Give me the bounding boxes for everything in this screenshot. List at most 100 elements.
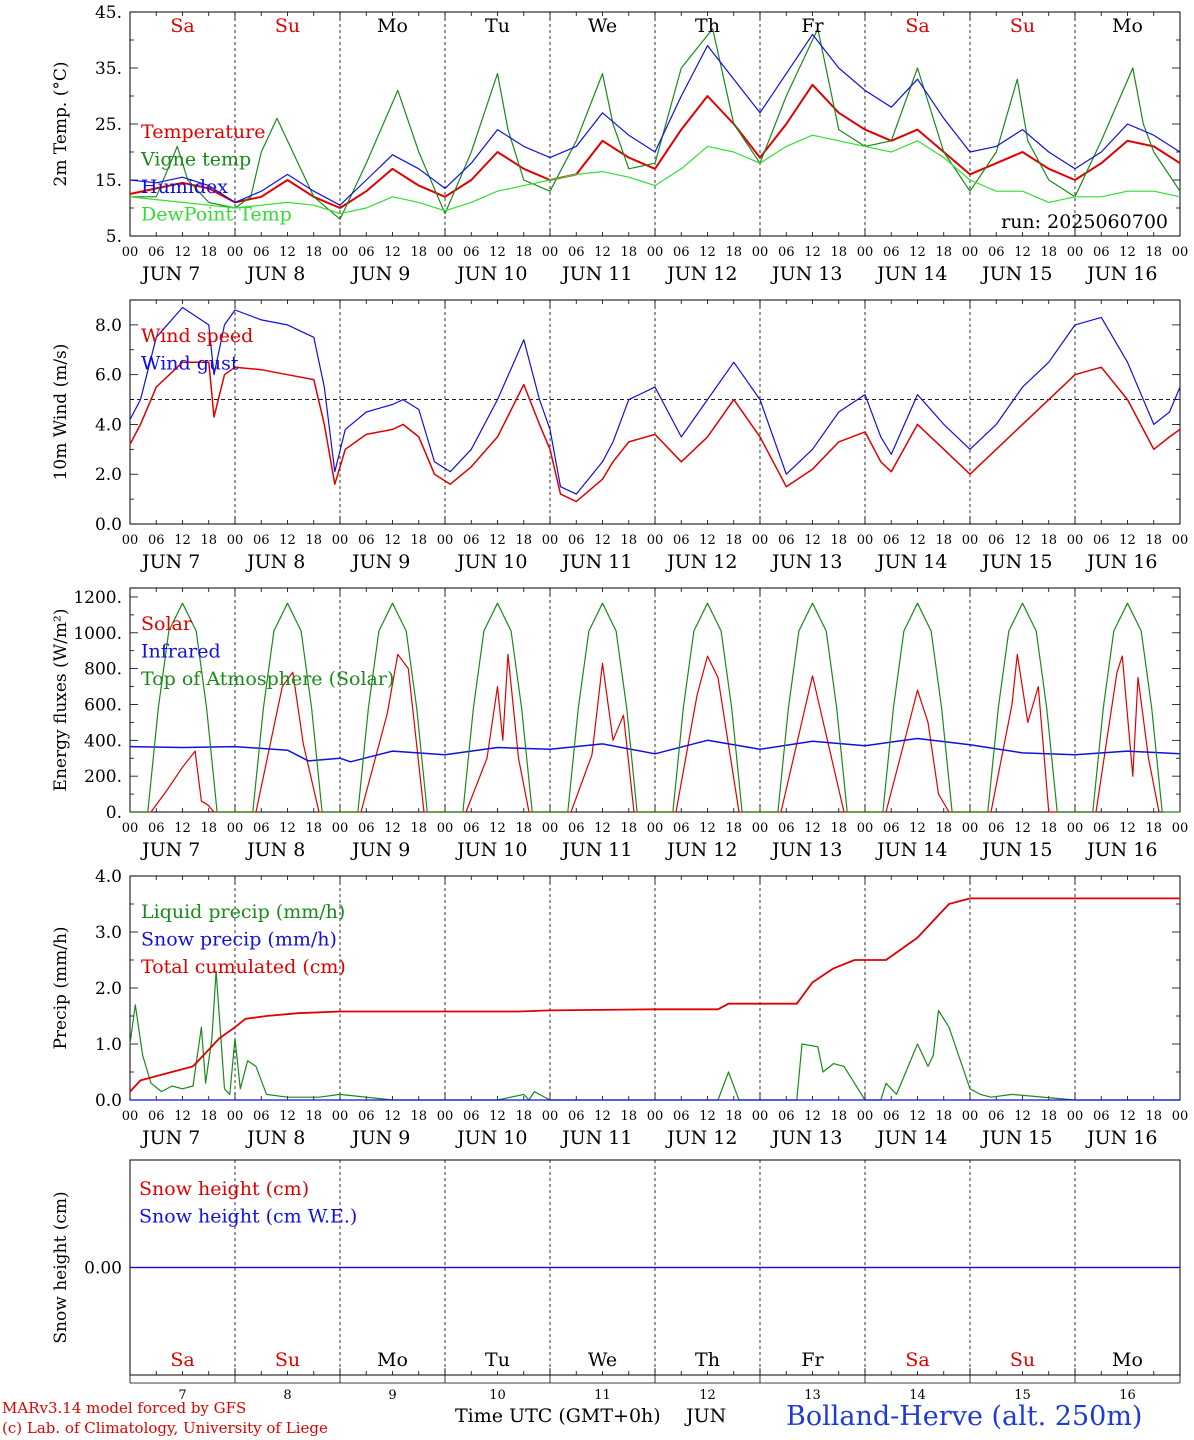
panel-1-hour-tick-label: 18 [725, 245, 742, 260]
panel-4-hour-tick-label: 00 [542, 1109, 559, 1124]
panel-4-hour-tick-label: 00 [332, 1109, 349, 1124]
day-name-bottom: Fr [801, 1349, 824, 1371]
panel-2-y-tick-label: 6.0 [95, 366, 122, 386]
panel-3-hour-tick-label: 06 [568, 821, 585, 836]
panel-3-y-tick-label: 200. [84, 767, 122, 787]
day-name-bottom: Mo [377, 1349, 408, 1371]
panel-3-date-label: JUN 13 [770, 839, 842, 861]
panel-3-hour-tick-label: 12 [909, 821, 926, 836]
panel-2-hour-tick-label: 12 [1119, 533, 1136, 548]
panel-4-hour-tick-label: 06 [778, 1109, 795, 1124]
bottom-day-number: 9 [388, 1388, 396, 1403]
panel-4-hour-tick-label: 18 [1145, 1109, 1162, 1124]
panel-4-hour-tick-label: 06 [883, 1109, 900, 1124]
panel-2-hour-tick-label: 00 [962, 533, 979, 548]
panel-1-hour-tick-label: 18 [305, 245, 322, 260]
panel-1-hour-tick-label: 12 [909, 245, 926, 260]
panel-1-hour-tick-label: 18 [1040, 245, 1057, 260]
panel-4-legend-entry: Total cumulated (cm) [141, 956, 346, 978]
panel-1-hour-tick-label: 00 [332, 245, 349, 260]
panel-3-hour-tick-label: 06 [358, 821, 375, 836]
panel-2-hour-tick-label: 06 [778, 533, 795, 548]
panel-4-date-label: JUN 14 [875, 1127, 947, 1149]
panel-1-hour-tick-label: 12 [1119, 245, 1136, 260]
panel-2-date-label: JUN 15 [980, 551, 1052, 573]
panel-1-series-line [129, 83, 1181, 209]
panel-3-hour-tick-label: 06 [1093, 821, 1110, 836]
panel-4-hour-tick-label: 12 [699, 1109, 716, 1124]
panel-1-hour-tick-label: 00 [647, 245, 664, 260]
panel-1-hour-tick-label: 12 [384, 245, 401, 260]
panel-3-hour-tick-label: 12 [279, 821, 296, 836]
panel-1-hour-tick-label: 06 [673, 245, 690, 260]
panel-4-hour-tick-label: 00 [857, 1109, 874, 1124]
panel-4-date-label: JUN 15 [980, 1127, 1052, 1149]
panel-3-series-line [130, 602, 1180, 813]
panel-3-date-label: JUN 14 [875, 839, 947, 861]
panel-2-date-label: JUN 13 [770, 551, 842, 573]
panel-4-hour-tick-label: 12 [279, 1109, 296, 1124]
panel-1-date-label: JUN 9 [350, 263, 410, 285]
panel-4-hour-tick-label: 00 [752, 1109, 769, 1124]
panel-1-date-label: JUN 12 [665, 263, 737, 285]
panel-2-hour-tick-label: 12 [699, 533, 716, 548]
panel-2-hour-tick-label: 18 [515, 533, 532, 548]
panel-3-hour-tick-label: 18 [935, 821, 952, 836]
panel-1-hour-tick-label: 12 [279, 245, 296, 260]
day-name-top: Sa [170, 15, 194, 37]
panel-1-date-label: JUN 10 [455, 263, 527, 285]
bottom-day-number: 7 [178, 1388, 186, 1403]
panel-2-hour-tick-label: 18 [305, 533, 322, 548]
panel-3-hour-tick-label: 00 [647, 821, 664, 836]
panel-2-hour-tick-label: 00 [647, 533, 664, 548]
panel-4-hour-tick-label: 00 [437, 1109, 454, 1124]
panel-1-series-line [129, 134, 1181, 215]
panel-3-hour-tick-label: 18 [620, 821, 637, 836]
panel-1-hour-tick-label: 18 [935, 245, 952, 260]
panel-4-hour-tick-label: 18 [935, 1109, 952, 1124]
day-name-top: Mo [377, 15, 408, 37]
panel-2-date-label: JUN 7 [140, 551, 200, 573]
panel-1-hour-tick-label: 06 [463, 245, 480, 260]
panel-3-hour-tick-label: 00 [857, 821, 874, 836]
panel-4-hour-tick-label: 12 [489, 1109, 506, 1124]
panel-3-hour-tick-label: 00 [1067, 821, 1084, 836]
panel-2-hour-tick-label: 18 [1145, 533, 1162, 548]
day-name-bottom: Mo [1112, 1349, 1143, 1371]
panel-3-hour-tick-label: 06 [148, 821, 165, 836]
panel-3-hour-tick-label: 00 [962, 821, 979, 836]
panel-3-date-label: JUN 12 [665, 839, 737, 861]
panel-2-y-tick-label: 8.0 [95, 316, 122, 336]
panel-1-y-tick-label: 45. [95, 3, 122, 23]
panel-3-hour-tick-label: 18 [830, 821, 847, 836]
panel-3-hour-tick-label: 06 [463, 821, 480, 836]
panel-4-hour-tick-label: 18 [830, 1109, 847, 1124]
panel-4-hour-tick-label: 00 [227, 1109, 244, 1124]
day-name-top: Th [695, 15, 720, 37]
panel-3-hour-tick-label: 18 [305, 821, 322, 836]
panel-2-hour-tick-label: 06 [673, 533, 690, 548]
panel-2-hour-tick-label: 12 [384, 533, 401, 548]
day-name-top: Fr [801, 15, 824, 37]
day-name-top: Su [275, 15, 300, 37]
day-name-bottom: Tu [485, 1349, 510, 1371]
lab-credit-text: (c) Lab. of Climatology, University of L… [2, 1419, 328, 1437]
panel-1-legend-entry: Humidex [141, 176, 228, 198]
panel-4-hour-tick-label: 06 [673, 1109, 690, 1124]
panel-2-y-tick-label: 4.0 [95, 415, 122, 435]
panel-4-date-label: JUN 9 [350, 1127, 410, 1149]
panel-3-hour-tick-label: 18 [515, 821, 532, 836]
panel-1-hour-tick-label: 00 [857, 245, 874, 260]
panel-2-hour-tick-label: 18 [620, 533, 637, 548]
panel-3-date-label: JUN 15 [980, 839, 1052, 861]
panel-4-series-line [129, 897, 1180, 1093]
panel-2-hour-tick-label: 06 [148, 533, 165, 548]
panel-1-hour-tick-label: 00 [542, 245, 559, 260]
bottom-day-number: 11 [594, 1388, 611, 1403]
panel-4-hour-tick-label: 06 [148, 1109, 165, 1124]
panel-2-hour-tick-label: 12 [489, 533, 506, 548]
panel-2-hour-tick-label: 06 [883, 533, 900, 548]
panel-2-hour-tick-label: 06 [988, 533, 1005, 548]
panel-1-date-label: JUN 13 [770, 263, 842, 285]
